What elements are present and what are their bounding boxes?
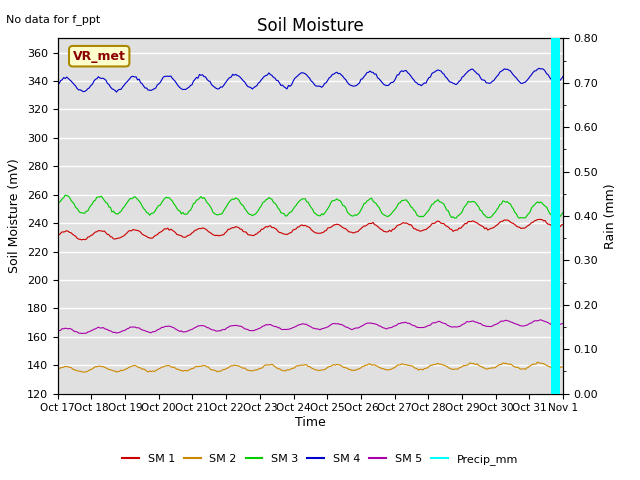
SM 3 <box>475 204 483 210</box>
SM 5 <box>54 328 61 334</box>
SM 1 <box>60 229 67 235</box>
Title: Soil Moisture: Soil Moisture <box>257 17 364 36</box>
Bar <box>551 38 560 394</box>
SM 4 <box>206 79 214 84</box>
SM 2 <box>206 366 214 372</box>
SM 4 <box>60 75 67 81</box>
Line: SM 1: SM 1 <box>58 219 563 240</box>
Text: No data for f_ppt: No data for f_ppt <box>6 14 100 25</box>
Y-axis label: Rain (mm): Rain (mm) <box>604 183 617 249</box>
SM 3 <box>206 204 214 209</box>
SM 4 <box>469 66 477 72</box>
SM 3 <box>61 192 69 198</box>
SM 1 <box>339 225 347 230</box>
Line: SM 4: SM 4 <box>58 68 563 92</box>
SM 1 <box>78 237 86 243</box>
SM 5 <box>339 323 347 328</box>
SM 3 <box>554 216 561 222</box>
SM 5 <box>537 317 545 323</box>
SM 2 <box>559 364 567 370</box>
SM 5 <box>167 324 175 330</box>
SM 2 <box>60 364 67 370</box>
SM 4 <box>475 72 483 77</box>
SM 1 <box>54 233 61 239</box>
SM 4 <box>167 73 175 79</box>
SM 2 <box>167 364 175 370</box>
SM 2 <box>339 364 347 370</box>
SM 1 <box>206 229 214 235</box>
SM 5 <box>475 321 483 326</box>
SM 3 <box>167 197 175 203</box>
SM 2 <box>54 367 61 372</box>
SM 1 <box>469 218 477 224</box>
SM 4 <box>113 89 120 95</box>
Legend: SM 1, SM 2, SM 3, SM 4, SM 5, Precip_mm: SM 1, SM 2, SM 3, SM 4, SM 5, Precip_mm <box>118 450 522 469</box>
SM 5 <box>559 321 567 326</box>
SM 4 <box>54 82 61 87</box>
SM 3 <box>559 209 567 215</box>
SM 2 <box>79 369 87 375</box>
SM 1 <box>167 226 175 232</box>
SM 1 <box>475 221 483 227</box>
SM 4 <box>559 73 567 79</box>
Text: VR_met: VR_met <box>73 50 125 63</box>
SM 4 <box>339 73 347 79</box>
SM 2 <box>475 362 483 368</box>
SM 4 <box>535 65 543 71</box>
SM 3 <box>339 203 347 208</box>
SM 2 <box>469 360 477 366</box>
Line: SM 2: SM 2 <box>58 362 563 372</box>
X-axis label: Time: Time <box>295 416 326 429</box>
SM 5 <box>206 326 214 332</box>
SM 3 <box>60 195 67 201</box>
SM 1 <box>537 216 545 222</box>
Y-axis label: Soil Moisture (mV): Soil Moisture (mV) <box>8 158 21 274</box>
SM 2 <box>534 359 541 365</box>
Line: SM 5: SM 5 <box>58 320 563 334</box>
SM 5 <box>469 318 477 324</box>
SM 3 <box>54 202 61 208</box>
SM 3 <box>469 199 477 204</box>
SM 1 <box>559 221 567 227</box>
SM 5 <box>60 326 67 332</box>
SM 5 <box>78 331 86 336</box>
Line: SM 3: SM 3 <box>58 195 563 219</box>
